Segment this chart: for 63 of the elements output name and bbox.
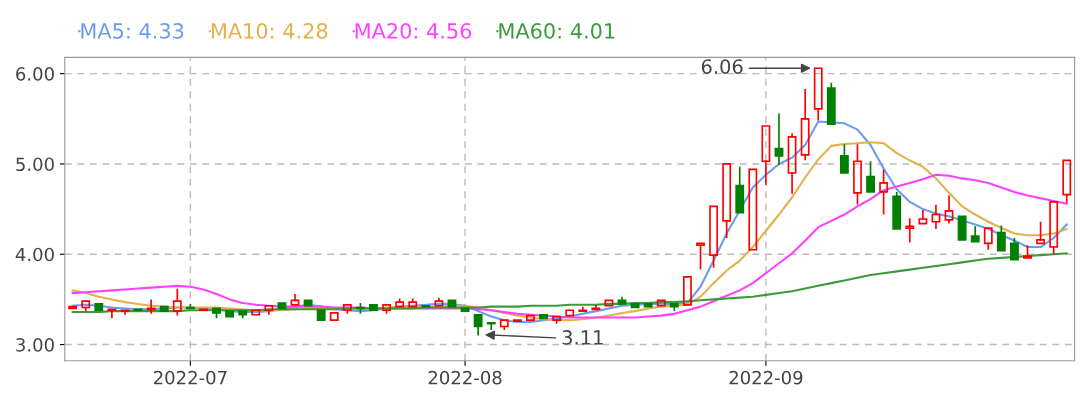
candlestick bbox=[643, 303, 653, 308]
candlestick bbox=[172, 288, 182, 316]
candlestick bbox=[957, 215, 967, 241]
candlestick bbox=[696, 242, 705, 270]
candlestick bbox=[81, 300, 91, 312]
candlestick bbox=[892, 192, 902, 230]
x-tick-label: 2022-09 bbox=[729, 370, 803, 385]
candlestick bbox=[473, 313, 483, 336]
candlestick bbox=[369, 303, 378, 312]
legend-label: MA20: 4.56 bbox=[355, 23, 472, 39]
candlestick bbox=[1062, 159, 1072, 203]
y-tick-label: 3.00 bbox=[16, 338, 54, 352]
y-tick-label: 5.00 bbox=[16, 157, 54, 172]
candlestick bbox=[316, 309, 326, 322]
candlestick bbox=[68, 305, 78, 310]
candlestick bbox=[225, 310, 235, 318]
candlestick bbox=[630, 303, 640, 309]
legend-label: MA60: 4.01 bbox=[499, 23, 615, 39]
candlestick bbox=[931, 204, 941, 229]
candlestick bbox=[512, 319, 522, 322]
candlestick bbox=[421, 304, 431, 308]
candlestick bbox=[761, 125, 771, 185]
candlestick bbox=[486, 322, 496, 331]
candlestick bbox=[604, 299, 614, 307]
candlestick bbox=[277, 302, 287, 310]
candlestick bbox=[983, 227, 993, 250]
candlestick bbox=[133, 308, 143, 312]
legend-label: MA10: 4.28 bbox=[211, 23, 328, 39]
candlestick bbox=[826, 82, 836, 126]
candlestick bbox=[682, 275, 692, 306]
candlestick bbox=[918, 210, 928, 225]
candlestick bbox=[656, 299, 666, 307]
y-tick-label: 6.00 bbox=[16, 67, 54, 81]
annotation: 3.11 bbox=[562, 330, 603, 345]
candlestick bbox=[787, 133, 797, 194]
candlestick bbox=[159, 305, 169, 312]
x-tick-label: 2022-08 bbox=[428, 370, 502, 385]
candlestick bbox=[774, 113, 784, 165]
candlestick bbox=[970, 226, 980, 243]
annotation: 6.06 bbox=[701, 59, 743, 74]
legend-label: MA5: 4.33 bbox=[81, 23, 184, 39]
candlestick bbox=[565, 309, 575, 317]
candlestick bbox=[290, 294, 300, 306]
candlestick bbox=[905, 218, 915, 243]
candlestick bbox=[107, 308, 117, 319]
candlestick bbox=[447, 299, 457, 308]
candlestick bbox=[264, 304, 274, 315]
y-tick-label: 4.00 bbox=[15, 247, 54, 262]
candlestick bbox=[539, 313, 548, 320]
x-tick-label: 2022-07 bbox=[153, 370, 227, 385]
candlestick bbox=[813, 67, 823, 121]
candlestick bbox=[199, 308, 208, 312]
candlestick bbox=[526, 314, 535, 322]
candlestick bbox=[303, 299, 313, 307]
candlestick bbox=[251, 309, 261, 316]
candlestick bbox=[735, 166, 745, 214]
candlestick bbox=[94, 303, 104, 312]
candlestick bbox=[329, 312, 339, 322]
candlestick bbox=[800, 89, 810, 161]
candlestick bbox=[748, 168, 758, 251]
candlestick bbox=[1049, 201, 1059, 255]
candlestick bbox=[499, 319, 509, 331]
line-series bbox=[71, 173, 1068, 319]
